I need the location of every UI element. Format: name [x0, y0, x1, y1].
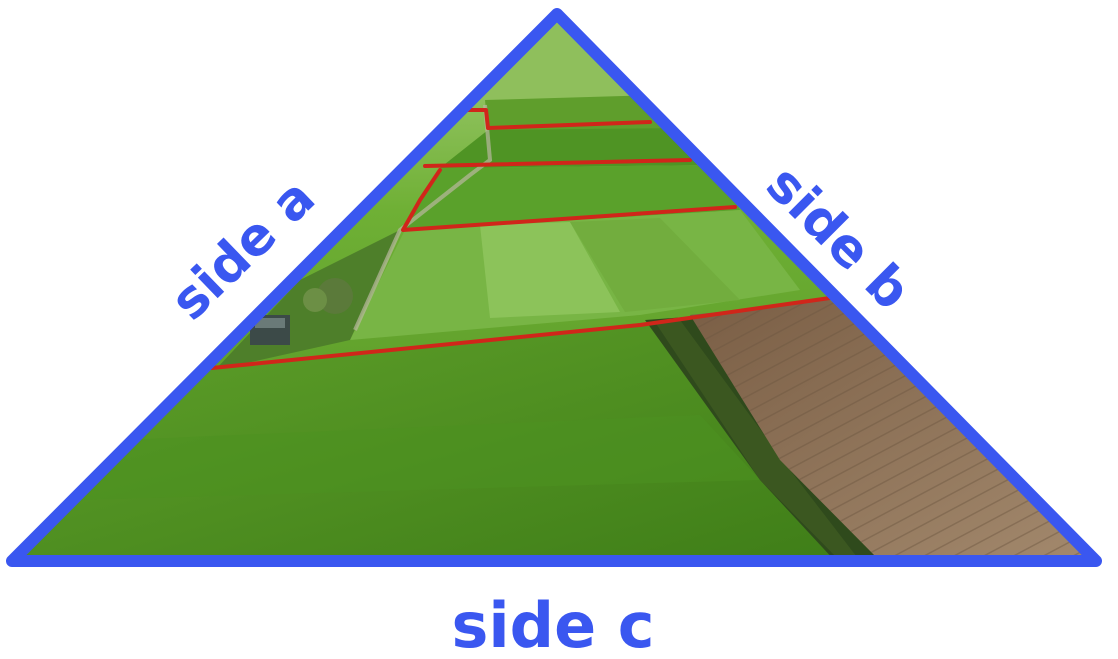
- field-boundaries: [210, 108, 832, 370]
- triangle-outline: [6, 8, 1102, 567]
- farmland-photo: [12, 14, 1096, 561]
- side-c-label: side c: [452, 589, 655, 659]
